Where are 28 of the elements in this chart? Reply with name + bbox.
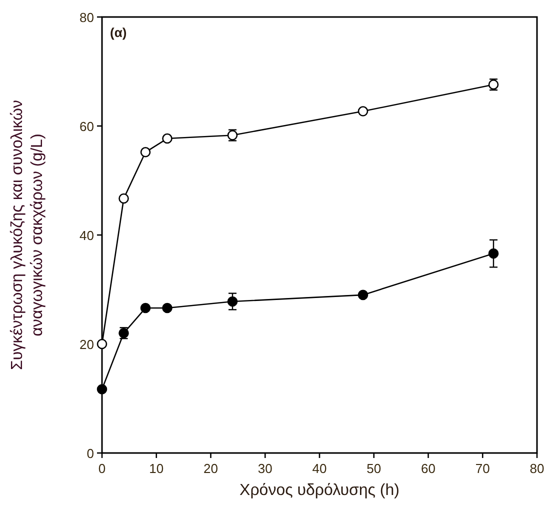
- y-tick-label: 80: [80, 10, 94, 25]
- point: [488, 248, 499, 259]
- x-tick-label: 0: [98, 461, 106, 476]
- point: [140, 302, 151, 314]
- point: [227, 296, 238, 307]
- annotation: (α): [110, 25, 127, 40]
- x-tick-label: 80: [530, 461, 544, 476]
- y-tick-label: 40: [80, 228, 94, 243]
- point: [140, 147, 151, 158]
- y-tick-label: 0: [86, 446, 94, 461]
- point: [96, 338, 108, 350]
- point: [358, 290, 368, 300]
- x-tick-label: 30: [258, 461, 272, 476]
- point: [96, 384, 108, 394]
- x-tick-label: 70: [475, 461, 490, 476]
- x-axis-title: Χρόνος υδρόλυσης (h): [240, 482, 400, 499]
- point: [162, 302, 172, 314]
- y-axis-title: Συγκέντρωση γλυκόζης και συνολικών αναγωγικών σακχάρων (g/L): [9, 100, 46, 370]
- x-tick-label: 60: [421, 461, 436, 476]
- x-tick-label: 50: [366, 461, 382, 476]
- x-tick-label: 20: [204, 461, 218, 476]
- x-tick-label: 40: [312, 461, 327, 476]
- y-tick-label: 60: [80, 119, 94, 134]
- x-tick-label: 10: [149, 461, 164, 476]
- point: [118, 193, 129, 204]
- point: [358, 106, 368, 116]
- point: [162, 133, 172, 144]
- y-tick-label: 20: [80, 337, 94, 352]
